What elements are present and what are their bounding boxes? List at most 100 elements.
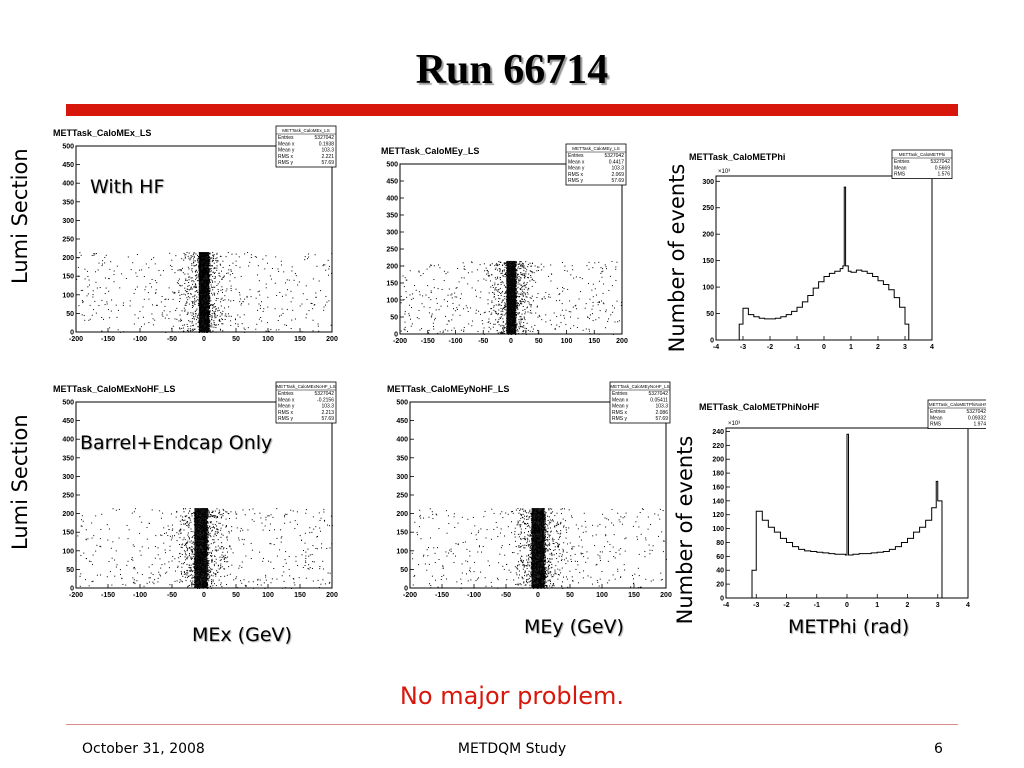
scatter-point: [479, 297, 481, 299]
scatter-point: [279, 291, 281, 293]
scatter-point: [207, 536, 209, 538]
scatter-point: [209, 257, 211, 259]
scatter-point: [110, 310, 112, 312]
scatter-point: [322, 568, 324, 570]
scatter-point: [279, 549, 281, 551]
scatter-point: [521, 266, 523, 268]
scatter-point: [525, 261, 527, 263]
scatter-point: [422, 273, 424, 275]
scatter-point: [185, 303, 187, 305]
scatter-point: [190, 277, 192, 279]
scatter-point: [601, 271, 603, 273]
scatter-point: [188, 538, 190, 540]
scatter-point: [212, 310, 214, 312]
scatter-point: [214, 313, 216, 315]
scatter-point: [516, 324, 518, 326]
scatter-point: [516, 322, 518, 324]
scatter-point: [223, 307, 225, 309]
scatter-point: [530, 265, 532, 267]
scatter-point: [504, 276, 506, 278]
scatter-point: [492, 286, 494, 288]
scatter-point: [220, 301, 222, 303]
scatter-point: [491, 291, 493, 293]
scatter-point: [186, 279, 188, 281]
scatter-point: [257, 309, 259, 311]
scatter-point: [152, 318, 154, 320]
scatter-point: [95, 515, 97, 517]
scatter-point: [524, 267, 526, 269]
scatter-point: [433, 265, 435, 267]
scatter-point: [154, 263, 156, 265]
scatter-point: [216, 252, 218, 254]
scatter-point: [505, 291, 507, 293]
scatter-point: [517, 302, 519, 304]
scatter-point: [592, 313, 594, 315]
scatter-point: [591, 289, 593, 291]
scatter-point: [213, 306, 215, 308]
scatter-point: [482, 323, 484, 325]
scatter-point: [515, 276, 517, 278]
scatter-point: [531, 326, 533, 328]
scatter-point: [515, 297, 517, 299]
scatter-point: [258, 290, 260, 292]
stats-box-title: METTask_CaloMEy_LS: [572, 146, 620, 151]
scatter-point: [193, 318, 195, 320]
scatter-point: [588, 330, 590, 332]
scatter-point: [311, 303, 313, 305]
scatter-point: [155, 289, 157, 291]
scatter-point: [491, 300, 493, 302]
scatter-point: [519, 316, 521, 318]
scatter-point: [616, 300, 618, 302]
scatter-point: [434, 317, 436, 319]
scatter-point: [605, 327, 607, 329]
scatter-point: [585, 303, 587, 305]
scatter-point: [191, 277, 193, 279]
scatter-point: [541, 269, 543, 271]
scatter-point: [515, 329, 517, 331]
scatter-point: [598, 301, 600, 303]
scatter-point: [151, 258, 153, 260]
scatter-point: [211, 313, 213, 315]
scatter-point: [210, 265, 212, 267]
scatter-point: [494, 289, 496, 291]
scatter-point: [134, 288, 136, 290]
scatter-point: [213, 565, 215, 567]
scatter-point: [326, 301, 328, 303]
scatter-point: [206, 530, 208, 532]
scatter-point: [550, 264, 552, 266]
scatter-point: [421, 328, 423, 330]
x-tick-label: 0: [822, 344, 826, 351]
scatter-point: [515, 300, 517, 302]
scatter-point: [564, 269, 566, 271]
scatter-point: [520, 321, 522, 323]
scatter-point: [493, 292, 495, 294]
scatter-point: [541, 298, 543, 300]
scatter-point: [495, 278, 497, 280]
scatter-point: [195, 331, 197, 333]
scatter-point: [93, 254, 95, 256]
scatter-point: [250, 254, 252, 256]
scatter-point: [106, 303, 108, 305]
scatter-point: [235, 260, 237, 262]
scatter-point: [190, 569, 192, 571]
scatter-point: [210, 331, 212, 333]
stats-box: [275, 125, 337, 168]
scatter-point: [232, 262, 234, 264]
scatter-point: [224, 318, 226, 320]
scatter-point: [467, 283, 469, 285]
scatter-point: [428, 312, 430, 314]
scatter-point: [95, 253, 97, 255]
scatter-point: [181, 258, 183, 260]
scatter-point: [209, 288, 211, 290]
scatter-point: [83, 315, 85, 317]
scatter-point: [451, 329, 453, 331]
scatter-point: [428, 332, 430, 334]
scatter-point: [191, 280, 193, 282]
scatter-point: [498, 309, 500, 311]
scatter-point: [154, 280, 156, 282]
scatter-point: [267, 296, 269, 298]
scatter-point: [208, 311, 210, 313]
scatter-point: [188, 320, 190, 322]
scatter-point: [187, 289, 189, 291]
scatter-point: [165, 331, 167, 333]
